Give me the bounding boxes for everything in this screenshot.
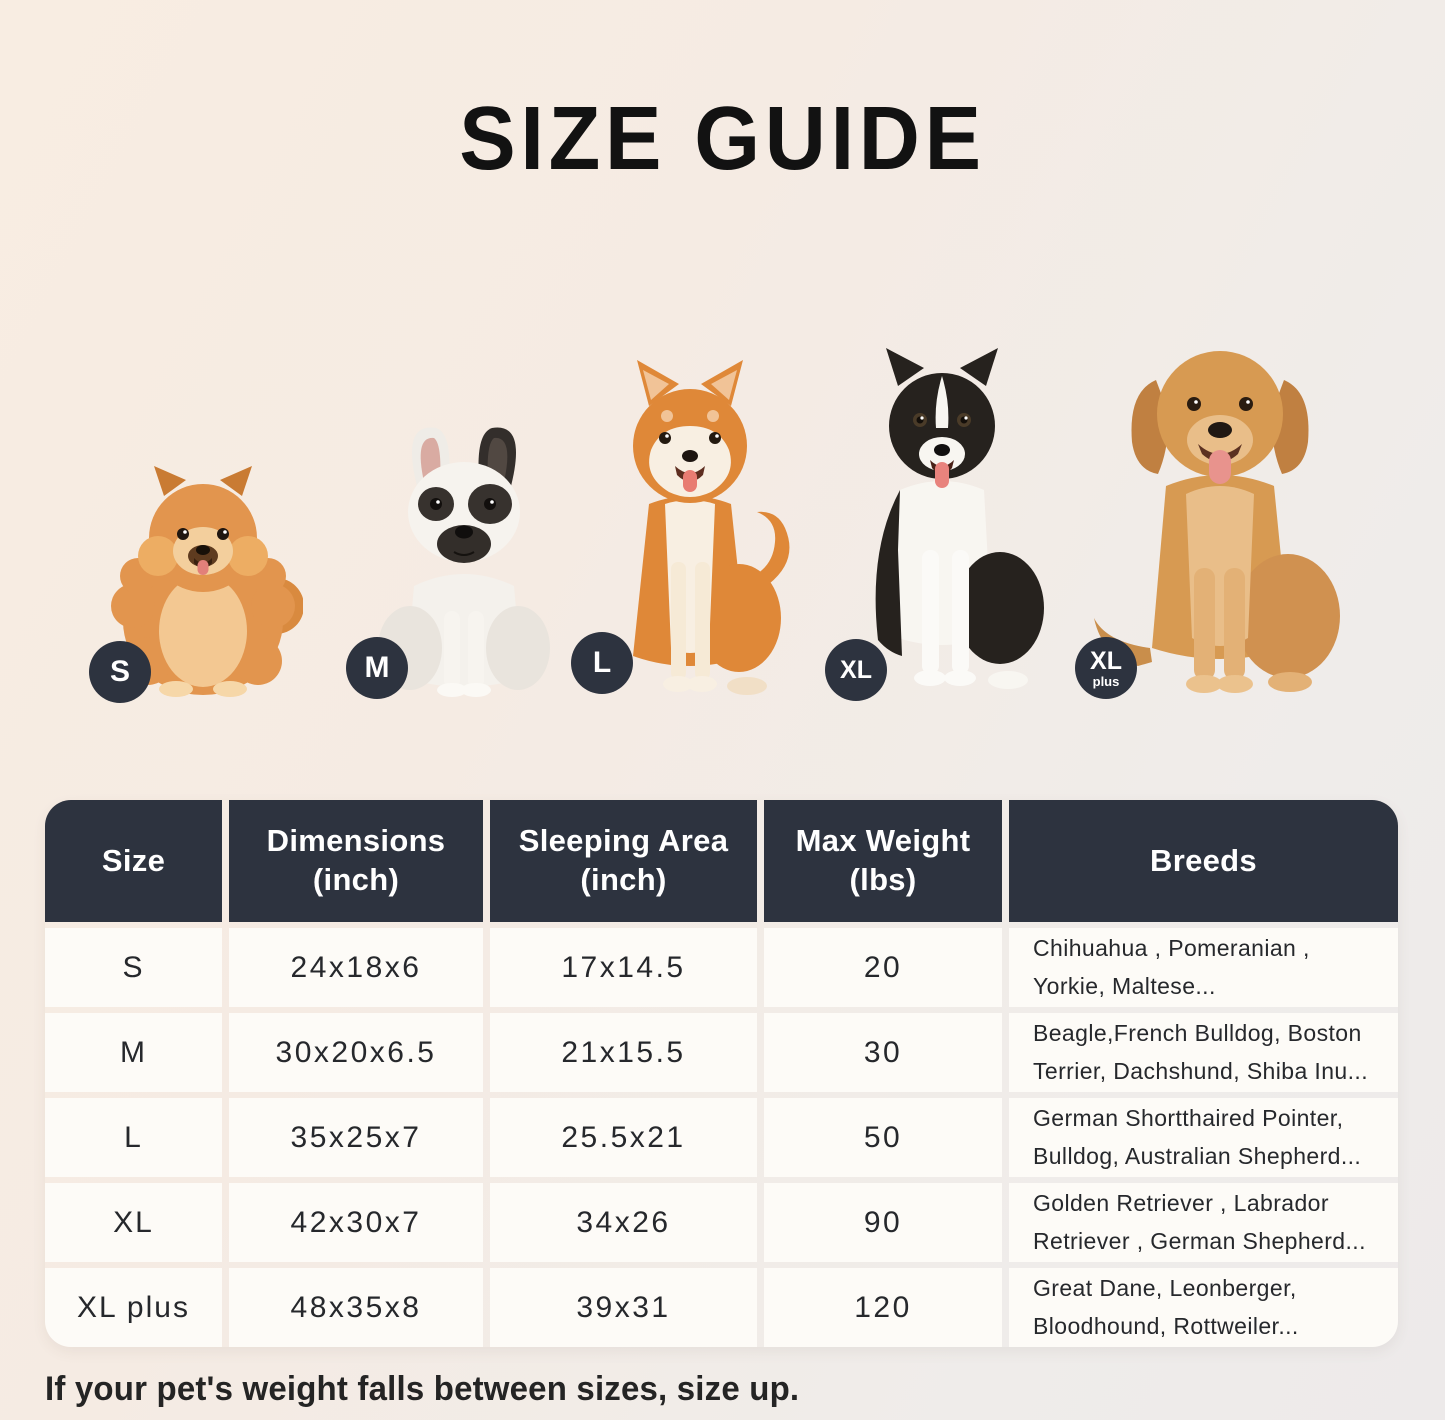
cell-dimensions: 48x35x8 (229, 1268, 483, 1347)
cell-dimensions: 24x18x6 (229, 928, 483, 1007)
cell-sleeping-area: 21x15.5 (490, 1013, 757, 1092)
dog-figure-shiba-inu (585, 352, 795, 698)
dog-figure-french-bulldog (366, 406, 562, 698)
cell-breeds: Chihuahua , Pomeranian , Yorkie, Maltese… (1009, 928, 1398, 1007)
cell-size: L (45, 1098, 222, 1177)
sizing-footnote: If your pet's weight falls between sizes… (45, 1370, 800, 1408)
page-title: SIZE GUIDE (459, 89, 986, 189)
cell-breeds: German Shortthaired Pointer, Bulldog, Au… (1009, 1098, 1398, 1177)
column-header-sleeping-area: Sleeping Area (inch) (490, 800, 757, 922)
cell-max-weight: 20 (764, 928, 1002, 1007)
cell-size: XL plus (45, 1268, 222, 1347)
cell-dimensions: 35x25x7 (229, 1098, 483, 1177)
column-header-max-weight: Max Weight (lbs) (764, 800, 1002, 922)
french-bulldog-dog-image (378, 427, 550, 697)
shiba-inu-dog-image (633, 360, 790, 695)
pomeranian-dog-image (111, 466, 303, 697)
cell-breeds: Beagle,French Bulldog, Boston Terrier, D… (1009, 1013, 1398, 1092)
dog-figure-border-collie (840, 340, 1062, 698)
column-header-dimensions: Dimensions (inch) (229, 800, 483, 922)
cell-max-weight: 120 (764, 1268, 1002, 1347)
cell-max-weight: 30 (764, 1013, 1002, 1092)
cell-breeds: Golden Retriever , Labrador Retriever , … (1009, 1183, 1398, 1262)
size-badge-m: M (346, 637, 408, 699)
size-badge-l: L (571, 632, 633, 694)
cell-max-weight: 90 (764, 1183, 1002, 1262)
column-header-size: Size (45, 800, 222, 922)
dog-figure-pomeranian (108, 456, 303, 698)
cell-size: XL (45, 1183, 222, 1262)
golden-retriever-dog-image (1094, 351, 1340, 693)
cell-size: S (45, 928, 222, 1007)
column-header-breeds: Breeds (1009, 800, 1398, 922)
size-table: Size Dimensions (inch) Sleeping Area (in… (45, 800, 1398, 1347)
size-badge-s: S (89, 641, 151, 703)
size-badge-xl-plus: XL plus (1075, 637, 1137, 699)
cell-dimensions: 30x20x6.5 (229, 1013, 483, 1092)
cell-breeds: Great Dane, Leonberger, Bloodhound, Rott… (1009, 1268, 1398, 1347)
size-badge-xl: XL (825, 639, 887, 701)
cell-dimensions: 42x30x7 (229, 1183, 483, 1262)
cell-sleeping-area: 39x31 (490, 1268, 757, 1347)
cell-sleeping-area: 34x26 (490, 1183, 757, 1262)
cell-size: M (45, 1013, 222, 1092)
cell-sleeping-area: 17x14.5 (490, 928, 757, 1007)
cell-max-weight: 50 (764, 1098, 1002, 1177)
cell-sleeping-area: 25.5x21 (490, 1098, 757, 1177)
border-collie-dog-image (875, 348, 1044, 689)
dog-figure-golden-retriever (1072, 318, 1367, 698)
